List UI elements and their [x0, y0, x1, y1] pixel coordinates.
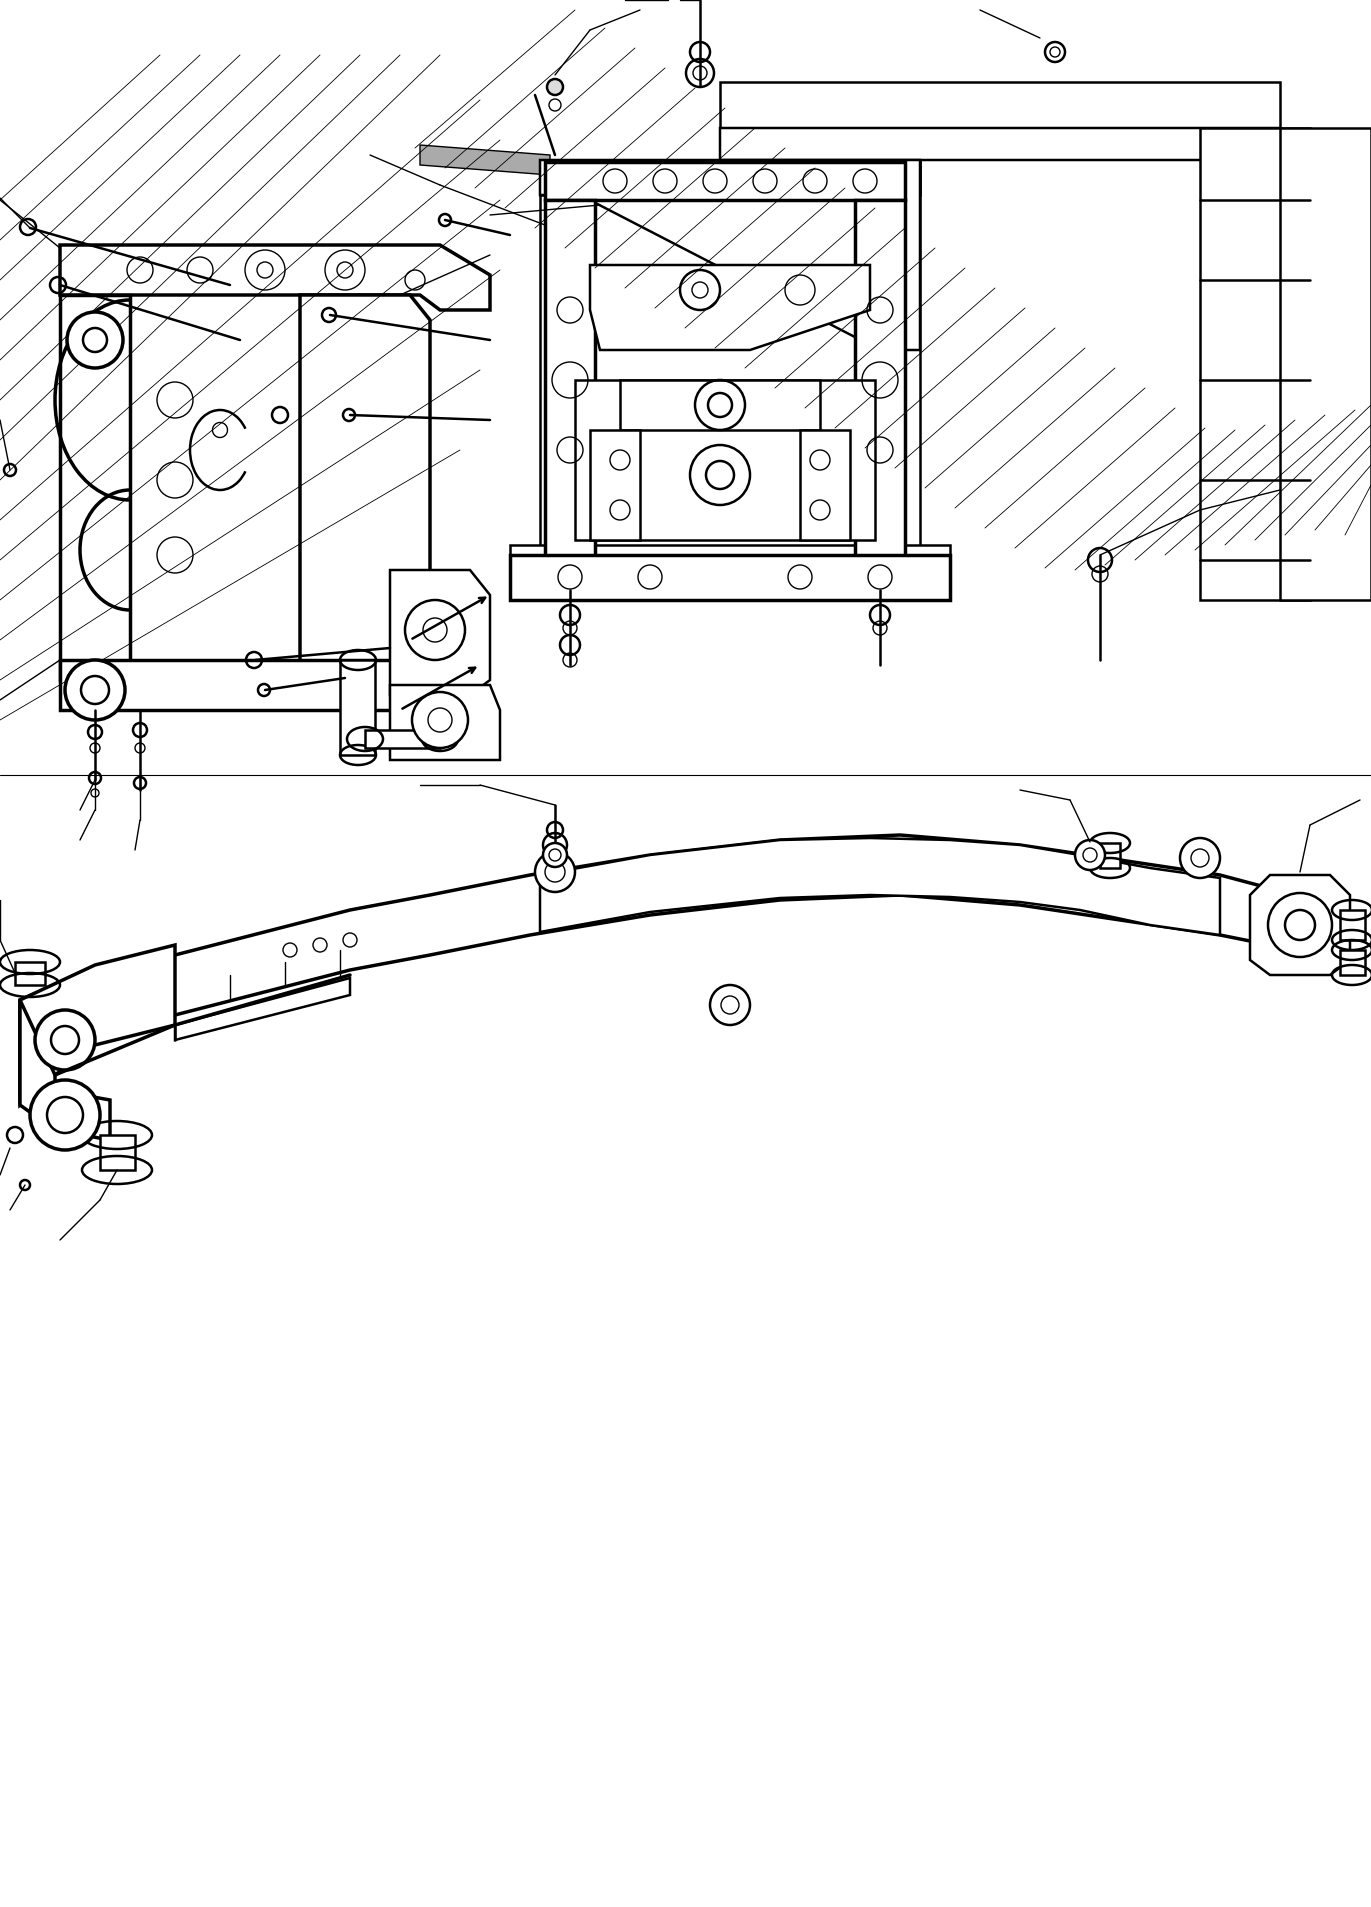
Polygon shape	[720, 82, 1281, 128]
Circle shape	[1268, 892, 1333, 957]
Polygon shape	[540, 837, 1220, 934]
Polygon shape	[856, 200, 905, 561]
Polygon shape	[574, 379, 875, 540]
Circle shape	[404, 601, 465, 660]
Polygon shape	[420, 145, 550, 175]
Circle shape	[1075, 839, 1105, 870]
Polygon shape	[801, 429, 850, 540]
Circle shape	[413, 692, 468, 748]
Circle shape	[7, 1127, 23, 1142]
Polygon shape	[1100, 843, 1120, 868]
Polygon shape	[55, 835, 1311, 1070]
Polygon shape	[546, 162, 905, 200]
Polygon shape	[1250, 875, 1350, 974]
Polygon shape	[546, 200, 595, 561]
Polygon shape	[21, 946, 175, 1104]
Polygon shape	[620, 379, 820, 429]
Polygon shape	[720, 128, 1311, 160]
Circle shape	[543, 843, 568, 868]
Polygon shape	[100, 1135, 134, 1171]
Polygon shape	[389, 685, 500, 761]
Polygon shape	[590, 429, 640, 540]
Polygon shape	[1339, 950, 1366, 974]
Polygon shape	[880, 160, 920, 570]
Circle shape	[1180, 837, 1220, 877]
Circle shape	[67, 313, 123, 368]
Circle shape	[535, 852, 574, 892]
Polygon shape	[510, 545, 950, 589]
Polygon shape	[300, 296, 430, 681]
Polygon shape	[540, 160, 920, 351]
Polygon shape	[510, 555, 950, 601]
Circle shape	[36, 1011, 95, 1070]
Circle shape	[547, 78, 563, 95]
Polygon shape	[60, 660, 430, 709]
Polygon shape	[1281, 128, 1371, 601]
Polygon shape	[590, 265, 871, 351]
Polygon shape	[15, 961, 45, 986]
Polygon shape	[540, 160, 920, 195]
Polygon shape	[389, 570, 489, 694]
Circle shape	[710, 986, 750, 1024]
Polygon shape	[21, 986, 55, 1100]
Polygon shape	[1200, 128, 1311, 601]
Polygon shape	[540, 160, 580, 570]
Polygon shape	[60, 244, 489, 311]
Polygon shape	[365, 730, 440, 748]
Polygon shape	[21, 999, 110, 1140]
Polygon shape	[175, 978, 350, 1039]
Polygon shape	[1339, 910, 1366, 940]
Polygon shape	[60, 296, 130, 681]
Circle shape	[30, 1079, 100, 1150]
Circle shape	[64, 660, 125, 721]
Polygon shape	[340, 660, 376, 755]
